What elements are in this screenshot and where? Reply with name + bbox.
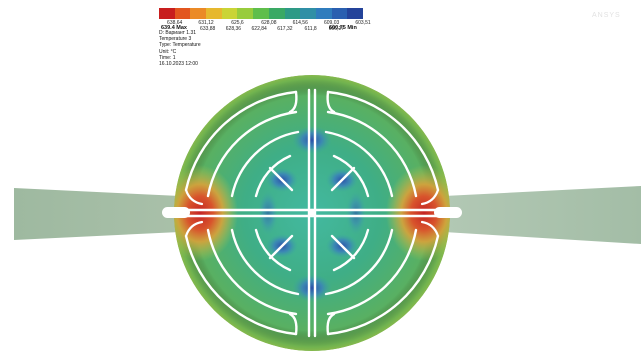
- edge-slots: [184, 188, 440, 238]
- watermark-logo: ANSYS: [592, 12, 621, 19]
- legend-swatch: [174, 8, 191, 19]
- legend-min-label: 600.75 Min: [329, 25, 357, 31]
- legend-swatch: [347, 8, 363, 19]
- legend-tick-label: 628,36: [225, 26, 242, 32]
- legend-tick-label: 631,12: [198, 20, 214, 26]
- left-slab: [14, 188, 180, 240]
- legend-swatch: [206, 8, 222, 19]
- info-time: Time: 1: [159, 54, 176, 61]
- info-timestamp: 16.10.2023 12:00: [159, 61, 198, 68]
- legend-tick-label: 609,03: [323, 20, 340, 26]
- legend-tick-label: 606,27: [328, 26, 345, 32]
- legend-swatch: [315, 8, 332, 19]
- info-unit: Unit: °C: [159, 48, 177, 55]
- legend-tick-label: 625,6: [231, 20, 244, 26]
- info-result-name: Temperature 3: [159, 36, 192, 43]
- legend-swatch: [159, 8, 175, 19]
- legend-swatch: [284, 8, 301, 19]
- info-type: Type: Temperature: [159, 42, 201, 49]
- right-mount-hole: [434, 207, 462, 218]
- legend-swatch: [221, 8, 238, 19]
- legend-swatch: [268, 8, 285, 19]
- legend-tick-label: 633,88: [200, 26, 216, 32]
- right-slab: [444, 186, 641, 244]
- legend-tick-label: 603,51: [355, 20, 371, 26]
- legend-swatch: [300, 8, 316, 19]
- legend-swatch: [253, 8, 269, 19]
- color-scale-bar: [159, 8, 363, 19]
- legend-tick-label: 628,08: [261, 20, 277, 26]
- legend-tick-label: 617,32: [277, 26, 293, 32]
- legend-swatch: [190, 8, 207, 19]
- legend-tick-label: 638,64: [167, 20, 183, 26]
- legend-max-label: 639.4 Max: [161, 25, 187, 31]
- info-variant: D: Вариант 1.31: [159, 30, 197, 36]
- result-info-block: D: Вариант 1.31 Temperature 3 Type: Temp…: [159, 30, 201, 67]
- legend-tick-label: 614,56: [292, 20, 308, 26]
- legend-tick-label: 611,8: [304, 26, 317, 32]
- legend-tick-label: 622,84: [251, 26, 267, 32]
- legend-swatch: [331, 8, 348, 19]
- left-mount-hole: [162, 207, 190, 218]
- legend-swatch: [237, 8, 254, 19]
- center-node: [309, 210, 315, 216]
